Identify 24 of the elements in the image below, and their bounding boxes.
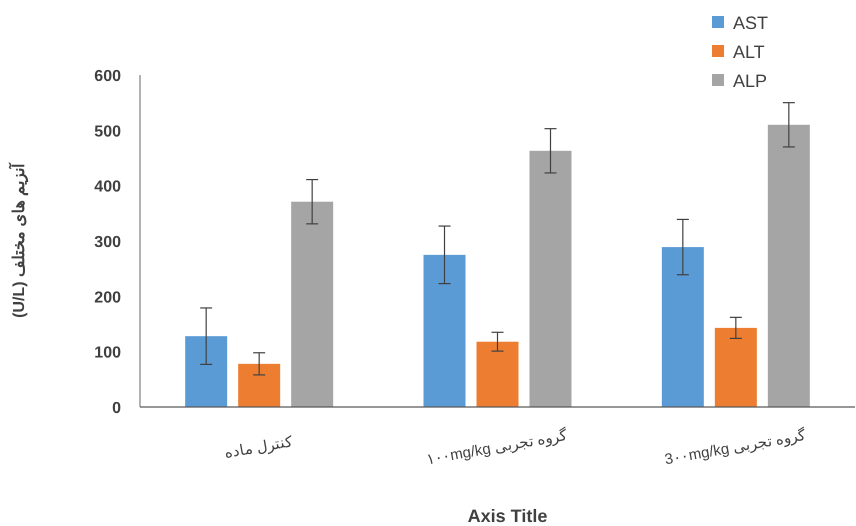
bar: [530, 150, 572, 407]
legend-label: AST: [733, 13, 768, 33]
legend-label: ALP: [733, 71, 768, 91]
y-axis-title: آنزیم های مختلف (U/L): [7, 162, 29, 318]
bar: [238, 364, 280, 407]
y-tick-label: 0: [112, 400, 122, 417]
y-tick-label: 200: [94, 289, 122, 306]
bar: [768, 124, 810, 407]
x-tick-label: گروه تجربی 3۰۰mg/kg: [663, 426, 808, 468]
x-tick-label: گروه تجربی ۱۰۰mg/kg: [425, 426, 570, 468]
bar: [291, 202, 334, 407]
bar: [424, 254, 466, 407]
y-tick-label: 400: [94, 178, 122, 196]
y-tick-label: 300: [94, 234, 122, 251]
y-tick-label: 600: [94, 68, 122, 85]
bar: [714, 328, 757, 407]
legend-label: ALT: [733, 42, 765, 62]
y-tick-label: 100: [94, 344, 122, 362]
y-tick-label: 500: [94, 123, 122, 140]
bar: [662, 247, 704, 407]
bar: [185, 336, 228, 407]
x-tick-label: کنترل ماده: [223, 433, 294, 462]
bar: [476, 342, 518, 407]
x-axis-title: Axis Title: [468, 506, 548, 526]
